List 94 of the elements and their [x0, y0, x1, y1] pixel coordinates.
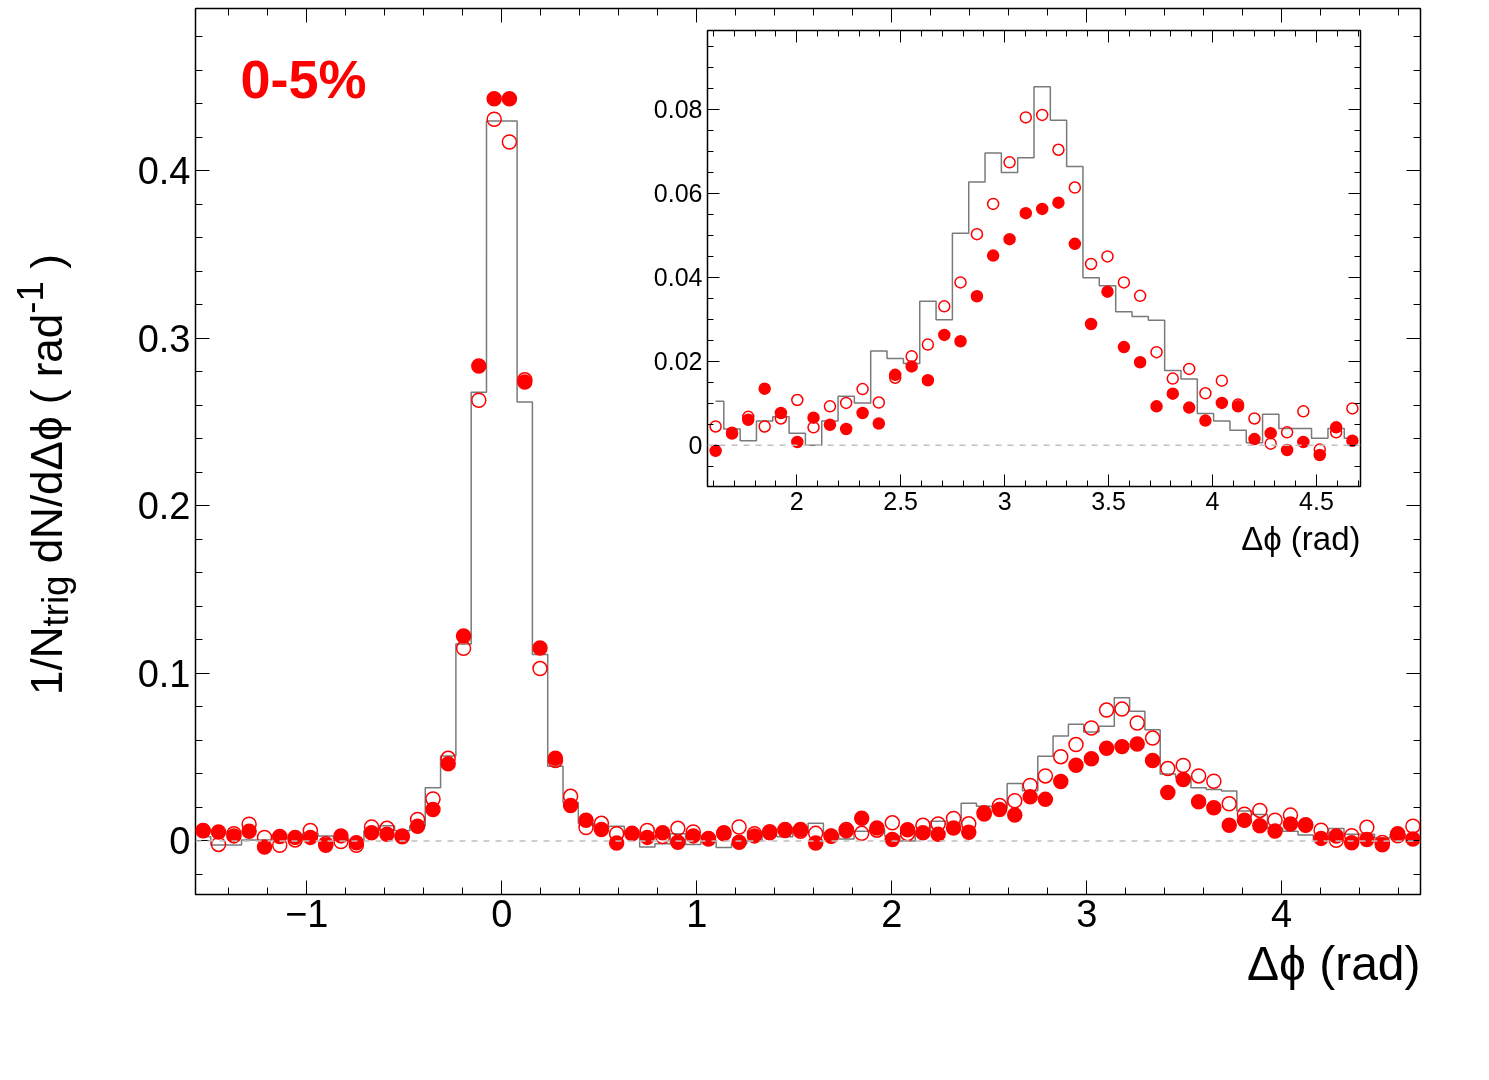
point — [758, 382, 771, 395]
point — [1052, 196, 1065, 209]
x-tick-label: 0 — [491, 892, 513, 935]
point — [1084, 317, 1098, 331]
point — [791, 393, 804, 407]
point — [921, 338, 935, 351]
y-tick-label: 0.2 — [137, 485, 191, 528]
x-axis-title: Δϕ (rad) — [1246, 936, 1421, 990]
point — [823, 400, 837, 413]
point — [1101, 250, 1114, 263]
point — [1199, 414, 1212, 427]
x-tick-label: 4.5 — [1299, 486, 1334, 515]
y-tick-label: 0.06 — [653, 179, 703, 208]
point — [938, 328, 951, 342]
point — [1117, 340, 1131, 354]
point — [1297, 405, 1310, 418]
point — [970, 290, 984, 303]
point — [1035, 202, 1049, 216]
point — [1003, 232, 1016, 246]
point — [1003, 156, 1016, 169]
point — [823, 418, 837, 432]
y-tick-label: 0 — [688, 431, 703, 460]
annotation: 0-5% — [240, 48, 367, 109]
y-tick-label: 0.1 — [137, 652, 191, 695]
point — [1068, 181, 1082, 194]
x-tick-label: 1 — [686, 892, 708, 935]
y-tick-label: 0.3 — [137, 317, 191, 360]
point — [1346, 402, 1359, 415]
point — [938, 300, 951, 313]
point — [986, 197, 1000, 211]
point — [1329, 421, 1343, 434]
point — [1280, 443, 1294, 457]
point — [1101, 285, 1114, 298]
x-tick-label: 3.5 — [1091, 486, 1126, 515]
point — [1199, 387, 1212, 400]
point — [1068, 237, 1082, 251]
point — [1264, 426, 1277, 440]
point — [758, 420, 771, 433]
point — [709, 420, 722, 433]
point — [872, 396, 886, 409]
point — [921, 374, 935, 387]
point — [970, 227, 984, 241]
point — [1313, 448, 1326, 462]
x-tick-label: 2 — [789, 486, 804, 515]
point — [807, 421, 820, 434]
y-tick-label: 0 — [169, 820, 191, 863]
point — [839, 422, 853, 436]
point — [1133, 355, 1147, 369]
x-tick-label: 3 — [997, 486, 1012, 515]
point — [856, 382, 869, 396]
point — [1150, 345, 1163, 359]
point — [954, 276, 967, 289]
point — [1133, 289, 1147, 303]
point — [1035, 108, 1049, 122]
point — [1264, 437, 1277, 450]
point — [1280, 426, 1294, 439]
x-axis-title: Δϕ (rad) — [1241, 519, 1361, 557]
point — [1084, 257, 1098, 271]
point — [1150, 400, 1163, 413]
point — [1182, 362, 1196, 376]
point — [1052, 143, 1065, 156]
x-tick-label: 2 — [881, 892, 903, 935]
point — [839, 396, 853, 410]
point — [954, 334, 967, 348]
point — [1019, 206, 1033, 220]
point — [986, 249, 1000, 262]
x-tick-label: 4 — [1205, 486, 1220, 515]
point — [791, 435, 804, 449]
point — [856, 406, 869, 420]
point — [1117, 276, 1131, 289]
point — [709, 444, 722, 458]
x-tick-label: −1 — [285, 892, 329, 935]
point — [1166, 387, 1180, 400]
point — [1248, 412, 1261, 425]
point — [905, 360, 918, 373]
x-tick-label: 3 — [1076, 892, 1098, 935]
point — [1346, 434, 1359, 447]
point — [1248, 432, 1261, 446]
point — [905, 350, 918, 363]
point — [807, 411, 820, 424]
point — [872, 417, 886, 430]
y-tick-label: 0.02 — [653, 347, 703, 376]
x-tick-label: 4 — [1271, 892, 1293, 935]
y-tick-label: 0.4 — [137, 150, 191, 193]
y-tick-label: 0.04 — [653, 263, 703, 292]
point — [1297, 435, 1310, 449]
point — [1215, 396, 1229, 410]
point — [1019, 111, 1033, 124]
point — [1166, 372, 1180, 385]
point — [1215, 374, 1229, 387]
y-tick-label: 0.08 — [653, 95, 703, 124]
x-tick-label: 2.5 — [883, 486, 919, 515]
point — [1182, 401, 1196, 414]
point — [774, 406, 788, 420]
